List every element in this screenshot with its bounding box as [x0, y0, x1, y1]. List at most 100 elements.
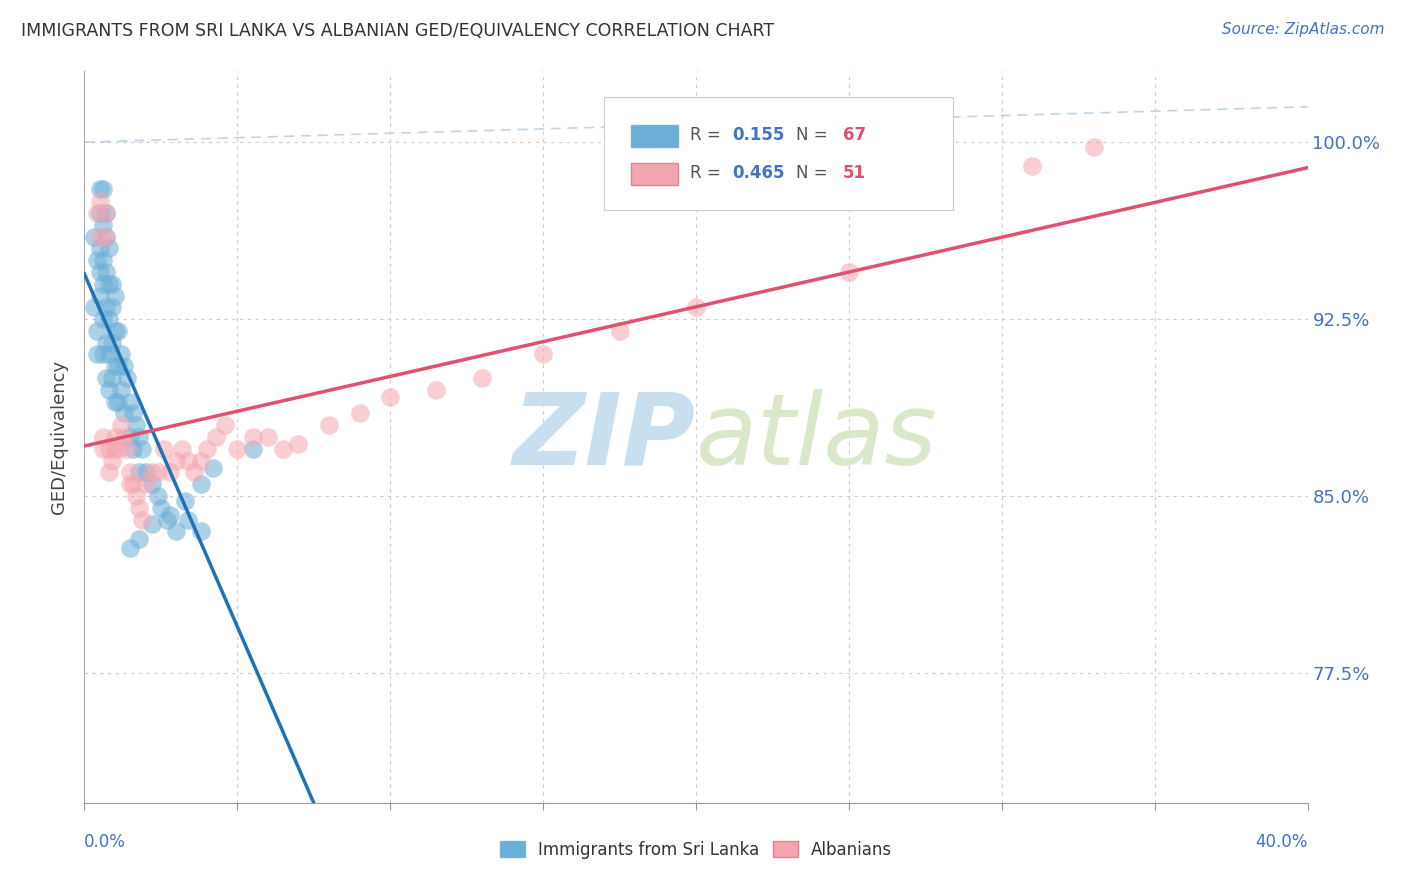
Point	[349, 407, 371, 421]
Point	[89, 206, 111, 220]
Point	[135, 477, 157, 491]
Text: N =: N =	[796, 126, 834, 144]
Point	[153, 442, 176, 456]
Point	[125, 489, 148, 503]
Point	[120, 394, 142, 409]
Point	[165, 524, 187, 539]
Point	[128, 500, 150, 515]
Text: 67: 67	[842, 126, 866, 144]
Point	[104, 442, 127, 456]
Point	[101, 371, 124, 385]
Point	[94, 371, 117, 385]
FancyBboxPatch shape	[631, 163, 678, 185]
Point	[685, 301, 707, 315]
Point	[91, 442, 114, 456]
Point	[122, 407, 145, 421]
Point	[1021, 159, 1043, 173]
Point	[89, 229, 111, 244]
Point	[91, 253, 114, 268]
Point	[318, 418, 340, 433]
Point	[149, 500, 172, 515]
Point	[242, 442, 264, 456]
Point	[91, 277, 114, 291]
Point	[97, 312, 120, 326]
Point	[91, 182, 114, 196]
Point	[101, 453, 124, 467]
Text: ZIP: ZIP	[513, 389, 696, 485]
Point	[120, 541, 142, 555]
Point	[97, 383, 120, 397]
Point	[201, 460, 224, 475]
Point	[94, 301, 117, 315]
Point	[104, 324, 127, 338]
Point	[131, 442, 153, 456]
Point	[125, 418, 148, 433]
Point	[91, 430, 114, 444]
Point	[89, 182, 111, 196]
Point	[112, 430, 135, 444]
Text: Source: ZipAtlas.com: Source: ZipAtlas.com	[1222, 22, 1385, 37]
Point	[159, 508, 181, 522]
Point	[141, 477, 163, 491]
Text: R =: R =	[690, 126, 725, 144]
Point	[91, 218, 114, 232]
Point	[271, 442, 294, 456]
Point	[165, 453, 187, 467]
Point	[120, 477, 142, 491]
Point	[91, 347, 114, 361]
Point	[94, 229, 117, 244]
Point	[128, 430, 150, 444]
FancyBboxPatch shape	[605, 97, 953, 211]
Point	[122, 442, 145, 456]
Point	[104, 288, 127, 302]
Text: 40.0%: 40.0%	[1256, 833, 1308, 851]
Point	[380, 390, 402, 404]
Point	[531, 347, 554, 361]
Point	[83, 301, 105, 315]
Point	[128, 466, 150, 480]
Point	[122, 477, 145, 491]
Point	[242, 430, 264, 444]
Point	[214, 418, 236, 433]
Point	[120, 466, 142, 480]
Point	[425, 383, 447, 397]
Text: 0.0%: 0.0%	[84, 833, 127, 851]
Text: N =: N =	[796, 164, 834, 182]
Point	[97, 442, 120, 456]
Point	[104, 359, 127, 374]
Point	[115, 442, 138, 456]
Point	[110, 347, 132, 361]
Point	[115, 371, 138, 385]
Point	[195, 442, 218, 456]
Point	[97, 347, 120, 361]
Point	[1083, 140, 1105, 154]
Point	[86, 206, 108, 220]
Point	[172, 442, 194, 456]
Point	[128, 532, 150, 546]
Point	[110, 418, 132, 433]
Point	[89, 265, 111, 279]
Point	[101, 301, 124, 315]
Point	[205, 430, 228, 444]
Text: 0.465: 0.465	[733, 164, 785, 182]
Point	[112, 359, 135, 374]
Point	[101, 335, 124, 350]
Text: atlas: atlas	[696, 389, 938, 485]
Point	[97, 277, 120, 291]
Point	[174, 493, 197, 508]
Point	[120, 430, 142, 444]
Point	[107, 324, 129, 338]
Point	[94, 335, 117, 350]
Point	[112, 407, 135, 421]
Point	[159, 466, 181, 480]
Point	[83, 229, 105, 244]
Point	[104, 394, 127, 409]
Point	[609, 324, 631, 338]
Point	[141, 517, 163, 532]
Legend: Immigrants from Sri Lanka, Albanians: Immigrants from Sri Lanka, Albanians	[495, 836, 897, 864]
Point	[89, 288, 111, 302]
Point	[131, 513, 153, 527]
Point	[226, 442, 249, 456]
Point	[141, 466, 163, 480]
Point	[190, 524, 212, 539]
